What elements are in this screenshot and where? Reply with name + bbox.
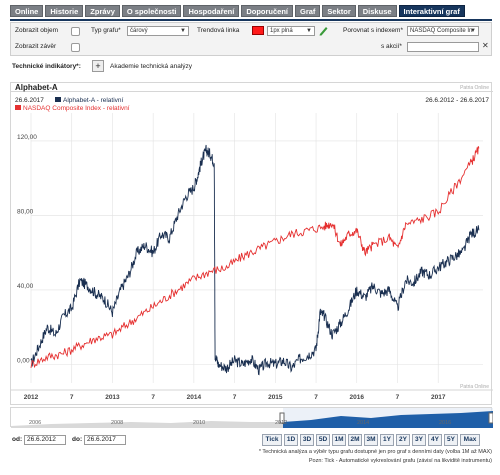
- navigator-left-handle[interactable]: [279, 412, 285, 424]
- chevron-down-icon: ▼: [306, 28, 312, 34]
- show-close-checkbox[interactable]: [71, 43, 80, 52]
- with-stock-input[interactable]: [407, 42, 479, 52]
- note-tick: Pozn: Tick - Automatické vykreslování gr…: [308, 458, 492, 464]
- navigator-right-handle[interactable]: [488, 412, 494, 424]
- pencil-icon[interactable]: [318, 25, 328, 36]
- watermark-top: Patria Online: [460, 85, 489, 91]
- indicators-row: Technické indikátory*: + Akademie techni…: [10, 59, 492, 75]
- legend-swatch-alphabet: [55, 97, 61, 102]
- trendline-width-select[interactable]: 1px plná ▼: [267, 26, 315, 36]
- y-tick-label: 0,00: [17, 357, 30, 364]
- watermark-bottom: Patria Online: [460, 384, 489, 390]
- price-chart: Alphabet-A Patria Online 26.6.2017 26.6.…: [11, 83, 493, 401]
- navigator-year-label: 2010: [193, 420, 205, 426]
- x-tick-label: 2016: [350, 394, 365, 401]
- chart-area: Alphabet-A Patria Online 26.6.2017 26.6.…: [10, 82, 493, 405]
- range-navigator[interactable]: 2006 2008 2010 2012 2014 2016: [10, 407, 494, 428]
- indicators-label: Technické indikátory*:: [12, 63, 81, 70]
- range-button-max[interactable]: Max: [460, 434, 480, 446]
- navigator-selected-area: [283, 411, 493, 428]
- tab-3[interactable]: O společnosti: [121, 5, 182, 17]
- tab-5[interactable]: Doporučení: [241, 5, 293, 17]
- navigator-year-label: 2012: [275, 420, 287, 426]
- tab-2[interactable]: Zprávy: [85, 5, 120, 17]
- range-controls: od: 26.6.2012 do: 26.6.2017 Tick 1D 3D 5D 1M…: [10, 432, 492, 472]
- range-button-3y[interactable]: 3Y: [412, 434, 426, 446]
- range-button-2m[interactable]: 2M: [348, 434, 362, 446]
- chart-type-label: Typ grafu*: [91, 27, 121, 34]
- tab-9[interactable]: Interaktivní graf: [398, 5, 465, 17]
- legend-nasdaq: NASDAQ Composite Index - relativní: [23, 105, 130, 112]
- x-tick-label: 2014: [187, 394, 202, 401]
- tab-8[interactable]: Diskuse: [357, 5, 397, 17]
- navigator-svg[interactable]: 2006 2008 2010 2012 2014 2016: [11, 408, 494, 428]
- chart-type-value: čárový: [130, 28, 148, 34]
- range-button-1m[interactable]: 1M: [332, 434, 346, 446]
- series-line-alphabet: [30, 144, 480, 376]
- trendline-color-swatch[interactable]: [252, 26, 264, 35]
- from-label: od:: [12, 436, 23, 443]
- note-technical: * Technická analýza a výběr typu grafu d…: [258, 449, 492, 455]
- x-tick-label: 7: [233, 394, 237, 401]
- chevron-down-icon: ▼: [180, 28, 186, 34]
- tab-4[interactable]: Hospodaření: [183, 5, 240, 17]
- tab-6[interactable]: Graf: [295, 5, 321, 17]
- from-date-input[interactable]: 26.6.2012: [24, 435, 66, 445]
- y-tick-label: 40,00: [17, 283, 34, 290]
- range-button-tick[interactable]: Tick: [262, 434, 282, 446]
- chart-title: Alphabet-A: [15, 83, 58, 92]
- navigator-year-label: 2008: [111, 420, 123, 426]
- x-tick-label: 2015: [268, 394, 283, 401]
- close-icon[interactable]: ✕: [482, 41, 489, 50]
- date-range: 26.6.2012 - 26.6.2017: [425, 97, 489, 104]
- date-left: 26.6.2017: [15, 97, 44, 104]
- range-button-5y[interactable]: 5Y: [444, 434, 458, 446]
- y-tick-label: 80,00: [17, 208, 34, 215]
- tab-1[interactable]: Historie: [45, 5, 84, 17]
- trendline-label: Trendová linka: [197, 27, 240, 34]
- range-button-3m[interactable]: 3M: [364, 434, 378, 446]
- tab-7[interactable]: Sektor: [322, 5, 356, 17]
- x-tick-label: 7: [314, 394, 318, 401]
- show-volume-label: Zobrazit objem: [15, 27, 58, 34]
- x-tick-label: 2017: [431, 394, 446, 401]
- tab-underline: [10, 19, 492, 21]
- range-button-3d[interactable]: 3D: [300, 434, 314, 446]
- to-label: do:: [72, 436, 83, 443]
- with-stock-label: s akcií*: [381, 43, 402, 50]
- legend-swatch-nasdaq: [15, 105, 21, 110]
- series-line-nasdaq: [30, 146, 480, 369]
- compare-index-value: NASDAQ Composite In: [410, 28, 473, 34]
- x-tick-label: 7: [70, 394, 74, 401]
- chevron-down-icon: ▼: [470, 28, 476, 34]
- to-date-input[interactable]: 26.6.2017: [84, 435, 126, 445]
- academy-link[interactable]: Akademie technická analýzy: [110, 63, 193, 70]
- x-tick-label: 2012: [24, 394, 39, 401]
- show-volume-checkbox[interactable]: [71, 27, 80, 36]
- navigator-year-label: 2016: [439, 420, 451, 426]
- range-button-2y[interactable]: 2Y: [396, 434, 410, 446]
- add-indicator-button[interactable]: +: [92, 60, 104, 72]
- x-tick-label: 2013: [105, 394, 120, 401]
- compare-label: Porovnat s indexem*: [343, 27, 403, 34]
- compare-index-select[interactable]: NASDAQ Composite In ▼: [407, 26, 479, 36]
- tab-0[interactable]: Online: [10, 5, 44, 17]
- legend-alphabet: Alphabet-A - relativní: [63, 97, 124, 104]
- show-close-label: Zobrazit závěr: [15, 43, 57, 50]
- x-tick-label: 7: [396, 394, 400, 401]
- tab-bar: Online Historie Zprávy O společnosti Hospoda…: [10, 5, 465, 17]
- navigator-year-label: 2006: [29, 420, 41, 426]
- x-tick-label: 7: [151, 394, 155, 401]
- chart-controls: Zobrazit objem Zobrazit závěr Typ grafu*…: [10, 22, 492, 56]
- navigator-year-label: 2014: [357, 420, 369, 426]
- range-button-4y[interactable]: 4Y: [428, 434, 442, 446]
- range-button-1y[interactable]: 1Y: [380, 434, 394, 446]
- range-button-1d[interactable]: 1D: [284, 434, 298, 446]
- trendline-width-value: 1px plná: [270, 28, 293, 34]
- y-tick-label: 120,00: [17, 134, 37, 141]
- chart-type-select[interactable]: čárový ▼: [127, 26, 189, 36]
- range-button-5d[interactable]: 5D: [316, 434, 330, 446]
